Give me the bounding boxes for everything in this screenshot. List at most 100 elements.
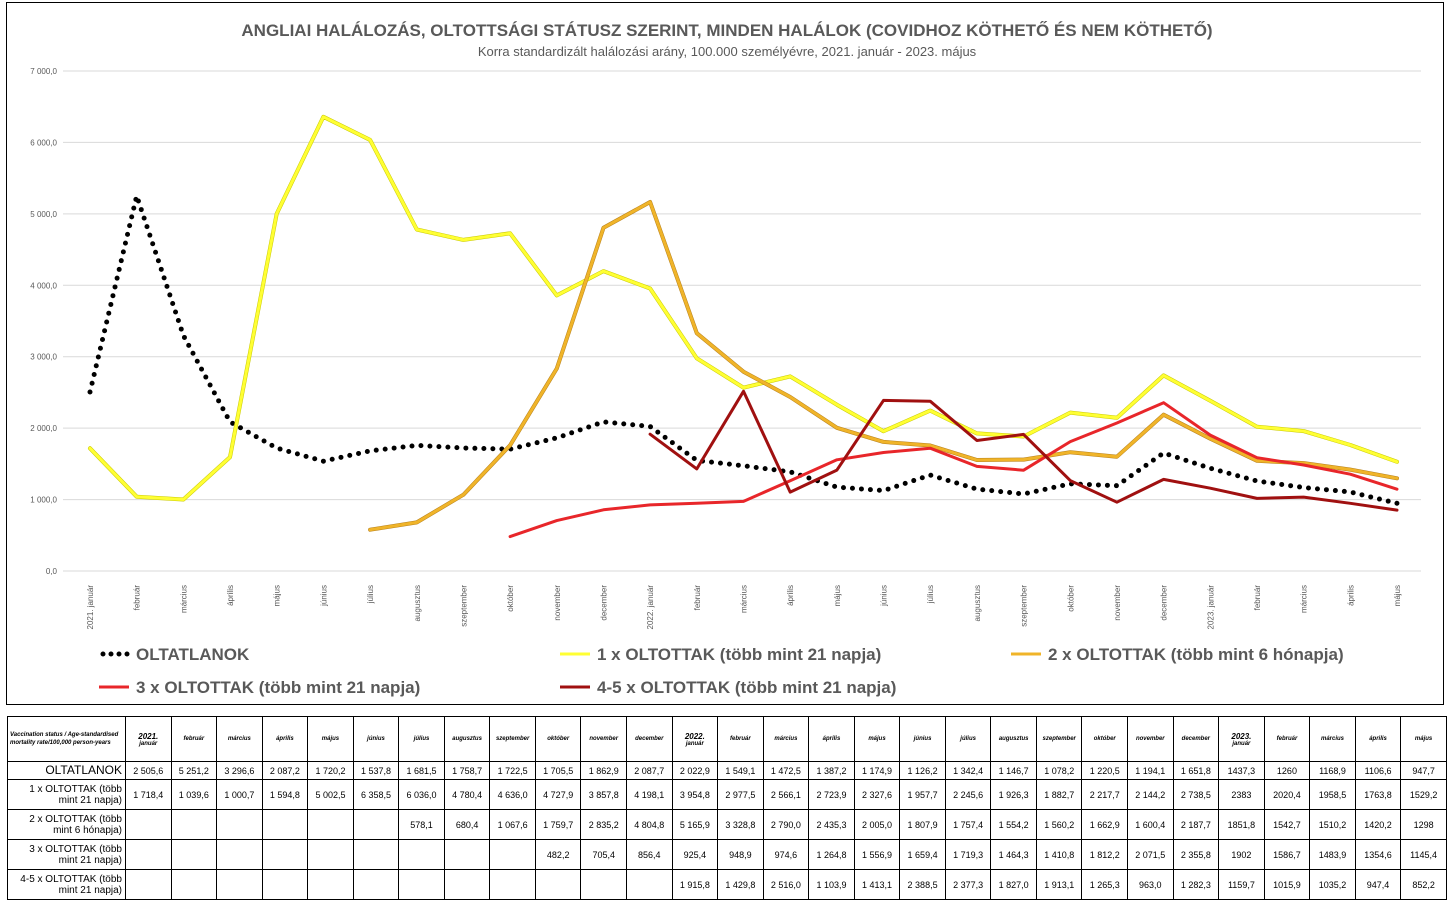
table-cell: 2 977,5 (717, 779, 764, 810)
table-cell: 1 549,1 (717, 761, 764, 780)
table-header-cell: augusztus (990, 716, 1037, 762)
table-header-cell: október (1081, 716, 1129, 762)
table-cell: 4 636,0 (489, 779, 536, 810)
x-tick-label: december (599, 585, 608, 621)
table-header-cell: április (808, 716, 855, 762)
table-cell: 3 857,8 (580, 779, 628, 810)
table-cell: 1 915,8 (671, 869, 719, 900)
table-cell (125, 869, 172, 900)
table-corner-label: Vaccination status / Age-standardised mo… (7, 716, 126, 762)
table-cell: 2 087,7 (626, 761, 673, 780)
table-cell: 2 355,8 (1172, 839, 1220, 870)
series-lines (87, 114, 1400, 539)
table-cell: 3 296,6 (216, 761, 263, 780)
table-header-cell: 2021. január (125, 716, 172, 762)
table-cell: 3 328,8 (717, 809, 764, 840)
table-header-cell: november (1127, 716, 1174, 762)
x-tick-label: augusztus (973, 585, 982, 621)
table-cell: 1529,2 (1400, 779, 1447, 810)
table-cell: 680,4 (443, 809, 491, 840)
x-tick-label: augusztus (413, 585, 422, 621)
chart-subtitle: Korra standardizált halálozási arány, 10… (478, 44, 977, 59)
x-tick-label: június (880, 585, 889, 607)
table-header-cell: október (534, 716, 582, 762)
table-row: 3 x OLTOTTAK (több mint 21 napja) 482,2 70… (7, 839, 1447, 870)
table-cell: 1 264,8 (808, 839, 855, 870)
legend-label-5: 4-5 x OLTOTTAK (több mint 21 napja) (597, 678, 896, 697)
table-cell: 1 594,8 (261, 779, 309, 810)
y-tick-label: 6 000,0 (30, 138, 57, 147)
table-cell: 1 926,3 (990, 779, 1037, 810)
series-line-5 (648, 389, 1399, 512)
legend-label-4: 3 x OLTOTTAK (több mint 21 napja) (136, 678, 420, 697)
y-tick-label: 2 000,0 (30, 424, 57, 433)
x-tick-label: július (366, 585, 375, 604)
table-cell: 2 790,0 (762, 809, 810, 840)
table-cell: 1 067,6 (489, 809, 536, 840)
table-cell (398, 839, 445, 870)
table-cell: 1 410,8 (1035, 839, 1083, 870)
chart-frame: ANGLIAI HALÁLOZÁS, OLTOTTSÁGI STÁTUSZ SZ… (6, 2, 1444, 705)
series-line-4 (508, 401, 1399, 539)
table-cell (216, 839, 263, 870)
x-tick-label: 2021. január (86, 585, 95, 630)
table-cell (489, 869, 536, 900)
table-cell: 1437,3 (1218, 761, 1265, 780)
table-header-cell: november (580, 716, 628, 762)
table-cell: 2 738,5 (1172, 779, 1220, 810)
table-cell: 1542,7 (1263, 809, 1311, 840)
table-cell: 5 251,2 (170, 761, 218, 780)
legend-label-2: 1 x OLTOTTAK (több mint 21 napja) (597, 645, 881, 664)
table-cell: 974,6 (762, 839, 810, 870)
table-cell (626, 869, 673, 900)
table-header-cell: december (1172, 716, 1220, 762)
x-tick-label: május (273, 585, 282, 606)
table-cell: 6 036,0 (398, 779, 445, 810)
table-cell: 1902 (1218, 839, 1265, 870)
table-cell: 1168,9 (1309, 761, 1356, 780)
table-cell: 482,2 (534, 839, 582, 870)
x-tick-label: november (553, 585, 562, 621)
line-chart: ANGLIAI HALÁLOZÁS, OLTOTTSÁGI STÁTUSZ SZ… (30, 21, 1421, 697)
table-cell: 1 827,0 (990, 869, 1037, 900)
table-row-label: 4-5 x OLTOTTAK (több mint 21 napja) (7, 869, 126, 900)
table-cell (170, 869, 218, 900)
table-cell (216, 869, 263, 900)
table-cell: 925,4 (671, 839, 719, 870)
table-cell: 1586,7 (1263, 839, 1311, 870)
table-header-cell: 2023. január (1218, 716, 1265, 762)
table-cell (307, 809, 354, 840)
x-tick-label: május (833, 585, 842, 606)
y-tick-label: 4 000,0 (30, 281, 57, 290)
table-cell: 1 537,8 (352, 761, 400, 780)
table-cell: 1 681,5 (398, 761, 445, 780)
table-cell: 1 957,7 (899, 779, 946, 810)
data-table: Vaccination status / Age-standardised mo… (7, 716, 1447, 900)
table-row-label: 1 x OLTOTTAK (több mint 21 napja) (7, 779, 126, 810)
table-cell: 2 327,6 (853, 779, 901, 810)
table-header-cell: február (1263, 716, 1311, 762)
table-header-cell: július (944, 716, 992, 762)
table-cell (398, 869, 445, 900)
table-row: OLTATLANOK 2 505,6 5 251,2 3 296,6 2 087,2 1 … (7, 761, 1447, 780)
table-cell: 1 282,3 (1172, 869, 1220, 900)
table-cell: 1 719,3 (944, 839, 992, 870)
table-cell: 852,2 (1400, 869, 1447, 900)
table-cell: 1260 (1263, 761, 1311, 780)
table-cell (443, 839, 491, 870)
table-cell: 2020,4 (1263, 779, 1311, 810)
table-cell: 1 600,4 (1127, 809, 1174, 840)
x-tick-label: június (319, 585, 328, 607)
table-header-cell: június (899, 716, 946, 762)
table-cell (307, 839, 354, 870)
table-cell: 947,4 (1354, 869, 1402, 900)
table-cell: 2383 (1218, 779, 1265, 810)
table-cell: 1 913,1 (1035, 869, 1083, 900)
table-cell: 947,7 (1400, 761, 1447, 780)
table-cell: 1354,6 (1354, 839, 1402, 870)
table-cell: 1763,8 (1354, 779, 1402, 810)
table-cell: 1 265,3 (1081, 869, 1129, 900)
table-cell: 1420,2 (1354, 809, 1402, 840)
x-tick-label: április (786, 585, 795, 606)
x-tick-label: október (1066, 585, 1075, 612)
